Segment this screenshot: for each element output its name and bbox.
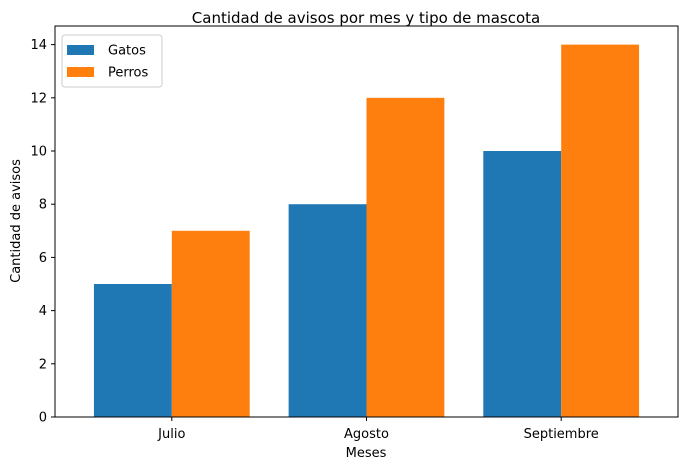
chart-title: Cantidad de avisos por mes y tipo de mas… — [192, 9, 540, 27]
x-tick-label: Julio — [157, 427, 185, 442]
legend-label-gatos: Gatos — [108, 44, 146, 59]
y-tick-label: 0 — [39, 411, 47, 426]
legend-label-perros: Perros — [108, 66, 149, 81]
legend: Gatos Perros — [61, 34, 163, 88]
y-axis: 0 2 4 6 8 10 12 14 — [30, 38, 55, 426]
bar-perros-septiembre — [561, 44, 640, 417]
bars-group — [93, 44, 640, 417]
y-tick-label: 4 — [39, 304, 47, 319]
bar-gatos-agosto — [288, 204, 367, 417]
x-tick-label: Septiembre — [524, 427, 599, 442]
x-axis: Julio Agosto Septiembre — [157, 417, 599, 442]
x-tick-label: Agosto — [344, 427, 389, 442]
plot-frame — [54, 25, 679, 418]
y-tick-label: 8 — [39, 198, 47, 213]
legend-swatch-perros — [67, 67, 94, 77]
x-axis-label: Meses — [346, 446, 387, 461]
y-tick-label: 12 — [30, 91, 47, 106]
legend-swatch-gatos — [67, 45, 94, 55]
bar-gatos-septiembre — [483, 151, 562, 417]
y-tick-label: 14 — [30, 38, 47, 53]
y-tick-label: 2 — [39, 357, 47, 372]
bar-gatos-julio — [93, 284, 172, 417]
y-tick-label: 10 — [30, 145, 47, 160]
bar-perros-agosto — [366, 97, 445, 417]
bar-perros-julio — [171, 230, 250, 417]
y-axis-label: Cantidad de avisos — [9, 159, 24, 283]
y-tick-label: 6 — [39, 251, 47, 266]
